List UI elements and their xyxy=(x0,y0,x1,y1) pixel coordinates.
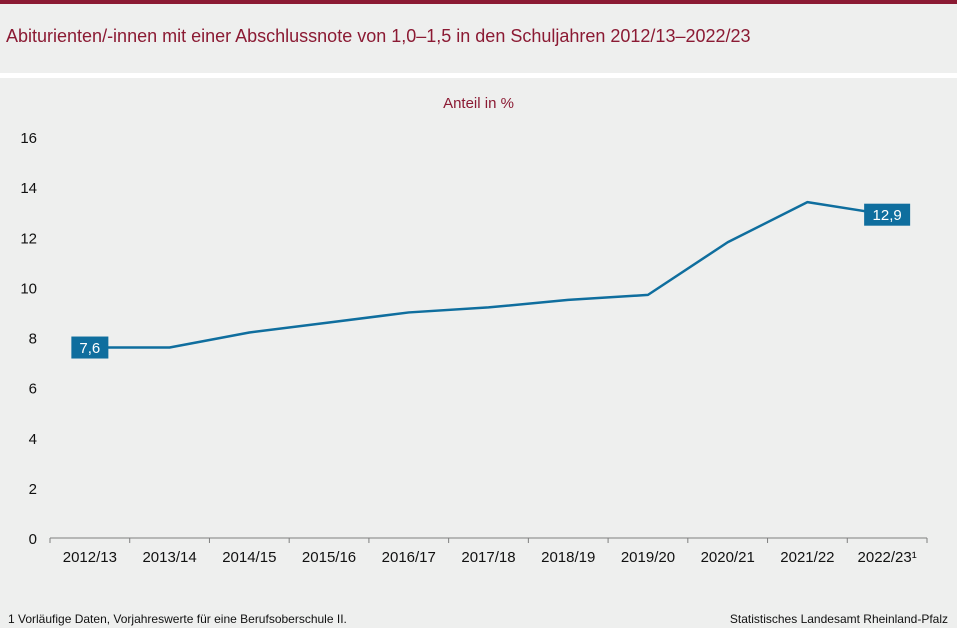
x-tick-label: 2016/17 xyxy=(382,549,436,566)
value-label-box xyxy=(71,336,109,359)
y-tick-label: 0 xyxy=(29,531,37,548)
y-tick-label: 6 xyxy=(29,381,37,398)
x-tick-label: 2012/13 xyxy=(63,549,117,566)
value-label-box xyxy=(864,203,911,226)
footnote: 1 Vorläufige Daten, Vorjahreswerte für e… xyxy=(8,612,347,626)
y-tick-label: 14 xyxy=(20,180,37,197)
x-tick-label: 2018/19 xyxy=(541,549,595,566)
value-label: 12,9 xyxy=(873,207,902,224)
x-tick-label: 2014/15 xyxy=(222,549,276,566)
value-label: 7,6 xyxy=(79,340,100,357)
source-credit: Statistisches Landesamt Rheinland-Pfalz xyxy=(729,612,948,626)
x-tick-label: 2022/23¹ xyxy=(858,549,917,566)
series-line xyxy=(88,200,889,349)
y-tick-label: 10 xyxy=(20,280,37,297)
top-accent-bar xyxy=(0,0,957,4)
y-tick-label: 4 xyxy=(29,431,37,448)
header-divider xyxy=(0,73,957,78)
x-tick-label: 2021/22 xyxy=(780,549,834,566)
y-tick-label: 2 xyxy=(29,481,37,498)
y-tick-label: 8 xyxy=(29,331,37,348)
x-tick-label: 2020/21 xyxy=(701,549,755,566)
x-tick-label: 2015/16 xyxy=(302,549,356,566)
x-tick-label: 2013/14 xyxy=(142,549,196,566)
y-tick-label: 12 xyxy=(20,230,37,247)
y-tick-label: 16 xyxy=(20,130,37,147)
x-tick-label: 2019/20 xyxy=(621,549,675,566)
chart-title: Abiturienten/-innen mit einer Abschlussn… xyxy=(6,26,751,46)
y-axis-unit-label: Anteil in % xyxy=(443,95,514,112)
x-tick-label: 2017/18 xyxy=(461,549,515,566)
